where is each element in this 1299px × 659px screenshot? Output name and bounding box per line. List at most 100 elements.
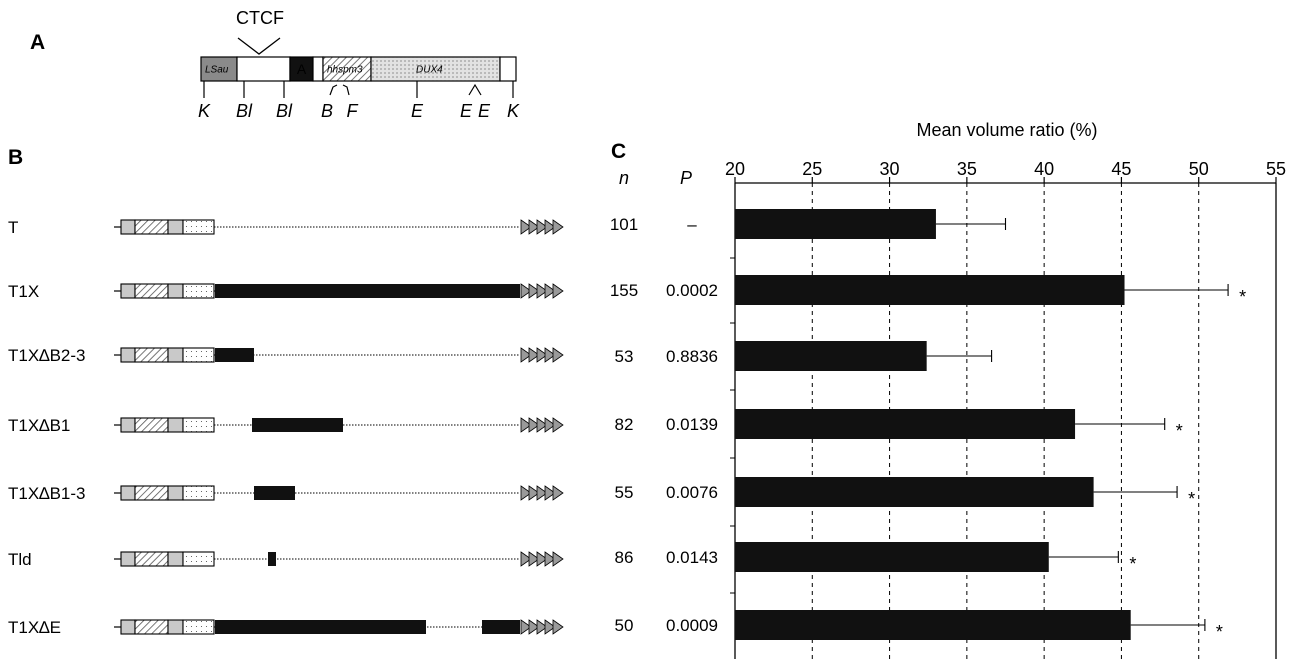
repeat-arrow-icon: [520, 347, 532, 363]
repeat-arrow-icon: [544, 347, 556, 363]
construct-cassette: [134, 219, 169, 235]
construct-row: T1X∆B1-3: [8, 484, 564, 503]
ctcf-marker: [237, 37, 281, 55]
repeat-arrow-icon: [552, 219, 564, 235]
restriction-site-label: K: [507, 101, 520, 121]
repeat-arrow-icon: [536, 619, 548, 635]
significance-marker: *: [1216, 622, 1223, 642]
construct-cassette: [134, 417, 169, 433]
n-value: 86: [615, 548, 634, 567]
p-value: 0.0002: [666, 281, 718, 300]
map-segment-label: DUX4: [416, 65, 443, 76]
repeat-arrow-icon: [536, 417, 548, 433]
construct-row: T1X∆B2-3: [8, 346, 564, 365]
repeat-arrow-icon: [552, 619, 564, 635]
p-value: 0.0143: [666, 548, 718, 567]
restriction-site-tick: [329, 84, 338, 96]
repeat-arrow-icon: [544, 551, 556, 567]
construct-cassette: [134, 347, 169, 363]
construct-cassette: [167, 551, 184, 567]
construct-cassette: [182, 619, 215, 635]
construct-cassette: [134, 283, 169, 299]
construct-cassette: [167, 347, 184, 363]
construct-insert: [252, 418, 343, 432]
panel-a-label: A: [30, 31, 45, 54]
construct-cassette: [134, 619, 169, 635]
restriction-site-label: E: [411, 101, 424, 121]
repeat-arrow-icon: [536, 219, 548, 235]
construct-name: T1X∆B1: [8, 416, 70, 435]
significance-marker: *: [1176, 421, 1183, 441]
construct-cassette: [120, 347, 136, 363]
x-tick-label: 45: [1111, 159, 1131, 179]
repeat-arrow-icon: [520, 283, 532, 299]
p-value: –: [687, 215, 697, 234]
map-segment-label: A: [297, 61, 307, 77]
restriction-site-label: B: [321, 101, 333, 121]
construct-cassette: [120, 417, 136, 433]
p-value: 0.8836: [666, 347, 718, 366]
construct-name: T1X: [8, 282, 39, 301]
construct-cassette: [182, 347, 215, 363]
construct-cassette: [120, 219, 136, 235]
repeat-arrow-icon: [552, 551, 564, 567]
n-value: 101: [610, 215, 638, 234]
bar: [735, 209, 936, 239]
construct-row: T: [8, 218, 564, 237]
bar: [735, 341, 927, 371]
repeat-arrow-icon: [552, 347, 564, 363]
repeat-arrow-icon: [552, 283, 564, 299]
construct-cassette: [182, 283, 215, 299]
restriction-site-label: K: [198, 101, 211, 121]
n-value: 55: [615, 483, 634, 502]
bar: [735, 409, 1076, 439]
n-value: 82: [615, 415, 634, 434]
map-segment: [312, 56, 324, 82]
construct-insert: [215, 620, 426, 634]
panel-b-label: B: [8, 146, 23, 169]
construct-row: Tld: [8, 550, 564, 569]
x-tick-label: 30: [880, 159, 900, 179]
map-segment: [499, 56, 517, 82]
restriction-site-label: Bl: [276, 101, 293, 121]
repeat-arrow-icon: [528, 417, 540, 433]
construct-name: Tld: [8, 550, 32, 569]
restriction-site-tick: [468, 83, 482, 96]
repeat-arrow-icon: [528, 551, 540, 567]
repeat-arrow-icon: [544, 283, 556, 299]
p-value: 0.0139: [666, 415, 718, 434]
repeat-arrow-icon: [520, 485, 532, 501]
x-tick-label: 25: [802, 159, 822, 179]
repeat-arrow-icon: [528, 619, 540, 635]
bar: [735, 610, 1131, 640]
panel-c-label: C: [611, 140, 626, 163]
x-tick-label: 50: [1189, 159, 1209, 179]
construct-cassette: [182, 485, 215, 501]
repeat-arrow-icon: [536, 551, 548, 567]
p-value: 0.0009: [666, 616, 718, 635]
construct-cassette: [120, 619, 136, 635]
construct-name: T1X∆B2-3: [8, 346, 86, 365]
map-segment-label: LSau: [205, 65, 229, 76]
construct-row: T1X: [8, 282, 564, 301]
construct-cassette: [182, 417, 215, 433]
repeat-arrow-icon: [520, 551, 532, 567]
bar-chart: Mean volume ratio (%) n P 20 25 30 35 40 45 50…: [610, 120, 1286, 659]
map-segment: [370, 56, 501, 82]
construct-cassette: [120, 485, 136, 501]
repeat-arrow-icon: [544, 619, 556, 635]
construct-insert: [482, 620, 520, 634]
repeat-arrow-icon: [520, 619, 532, 635]
significance-marker: *: [1239, 287, 1246, 307]
bar: [735, 477, 1094, 507]
construct-diagrams: T T1X T1X∆B2-3 T1X∆B1 T1X∆B1-3 Tld T1X∆E: [8, 218, 564, 637]
map-segment: [200, 56, 238, 82]
repeat-arrow-icon: [528, 347, 540, 363]
x-tick-label: 40: [1034, 159, 1054, 179]
construct-name: T1X∆B1-3: [8, 484, 86, 503]
construct-name: T1X∆E: [8, 618, 61, 637]
chart-title: Mean volume ratio (%): [916, 120, 1097, 140]
n-value: 155: [610, 281, 638, 300]
